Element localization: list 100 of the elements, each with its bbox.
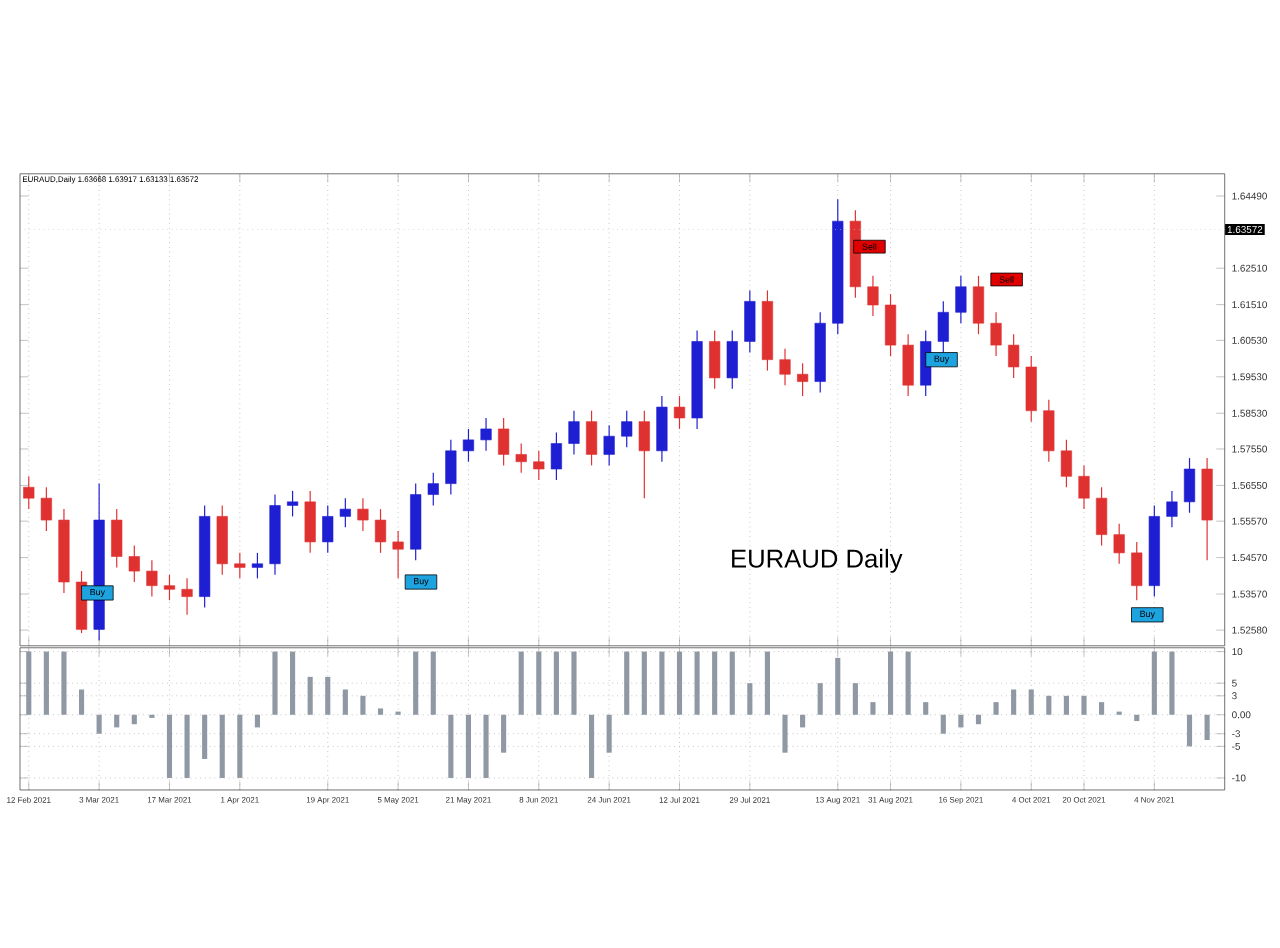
- bar: [694, 651, 700, 715]
- bar: [1151, 651, 1157, 715]
- candlestick: [357, 497, 369, 532]
- bar: [923, 702, 929, 715]
- candlestick: [1025, 355, 1037, 423]
- candlestick: [709, 329, 721, 390]
- bar: [202, 714, 208, 760]
- bar: [254, 714, 260, 728]
- candlestick: [673, 395, 686, 430]
- candlestick: [304, 490, 316, 554]
- bar: [571, 651, 577, 715]
- bar: [78, 689, 85, 715]
- candlestick: [287, 490, 299, 517]
- text: EURAUD Daily: [732, 548, 903, 573]
- candlestick: [797, 362, 809, 397]
- bar: [993, 702, 999, 715]
- candlestick: [726, 329, 738, 390]
- bar: [1046, 695, 1052, 715]
- bar: [237, 714, 243, 778]
- bar: [606, 714, 612, 753]
- candlestick: [1183, 457, 1196, 514]
- bar: [360, 695, 366, 715]
- candlestick: [603, 424, 615, 466]
- bar: [641, 651, 647, 715]
- bar: [325, 676, 331, 715]
- bar: [307, 676, 313, 715]
- bar: [114, 714, 120, 728]
- candlestick: [251, 552, 263, 579]
- candlestick: [1166, 490, 1178, 528]
- bar: [131, 714, 137, 725]
- bar: [1099, 702, 1105, 715]
- candlestick: [515, 442, 527, 474]
- bar: [887, 651, 894, 715]
- candlestick: [163, 574, 176, 601]
- candlestick: [128, 544, 140, 583]
- bar: [1169, 651, 1175, 715]
- candlestick: [146, 559, 158, 598]
- bar: [518, 651, 524, 715]
- bar: [536, 651, 542, 715]
- candlestick: [480, 417, 492, 452]
- bar: [835, 657, 841, 715]
- bar: [905, 651, 911, 715]
- candlestick: [462, 428, 475, 463]
- candlestick: [972, 275, 985, 335]
- candlestick: [585, 410, 598, 466]
- candlestick: [744, 289, 756, 353]
- bar: [96, 714, 102, 734]
- bar: [184, 714, 190, 778]
- bar: [800, 714, 806, 728]
- bar: [1011, 689, 1017, 715]
- candlestick: [216, 504, 228, 576]
- bar: [676, 651, 683, 715]
- bar: [430, 651, 436, 715]
- candlestick: [867, 275, 879, 317]
- bar: [553, 651, 559, 715]
- candlestick: [902, 333, 914, 397]
- candlestick: [339, 497, 351, 528]
- bar: [588, 714, 595, 778]
- candlestick: [955, 275, 967, 324]
- candlestick: [550, 431, 562, 481]
- bar: [377, 708, 384, 715]
- candlestick: [568, 410, 580, 456]
- candlestick: [392, 530, 404, 579]
- bar: [166, 714, 173, 778]
- candlestick: [884, 293, 897, 357]
- bar: [1063, 695, 1069, 715]
- bar: [782, 714, 788, 753]
- bar: [272, 651, 278, 715]
- candlestick: [638, 410, 650, 499]
- bar: [43, 651, 49, 715]
- bar: [290, 651, 296, 715]
- bar: [624, 651, 630, 715]
- bar: [712, 651, 718, 715]
- bar: [729, 651, 735, 715]
- candlestick: [445, 439, 457, 496]
- bar: [958, 714, 964, 728]
- bar: [1134, 714, 1140, 722]
- candlestick: [40, 486, 52, 532]
- bar: [747, 683, 753, 715]
- bar: [975, 714, 982, 725]
- bar: [465, 714, 472, 778]
- candlestick: [937, 300, 949, 353]
- bar: [659, 651, 665, 715]
- candlestick: [322, 504, 334, 554]
- bar: [1028, 689, 1034, 715]
- candlestick: [1078, 464, 1090, 510]
- bar: [501, 714, 507, 753]
- candlestick: [374, 508, 387, 554]
- candlestick: [990, 311, 1002, 357]
- candlestick: [181, 577, 193, 616]
- bar: [1081, 695, 1087, 715]
- candlestick: [1113, 523, 1125, 565]
- candlestick: [1131, 541, 1143, 601]
- bar: [448, 714, 454, 778]
- candlestick: [427, 472, 439, 507]
- bar: [764, 651, 770, 715]
- bar: [483, 714, 489, 778]
- candlestick: [23, 475, 35, 510]
- bar: [1204, 714, 1210, 741]
- bar: [342, 689, 348, 715]
